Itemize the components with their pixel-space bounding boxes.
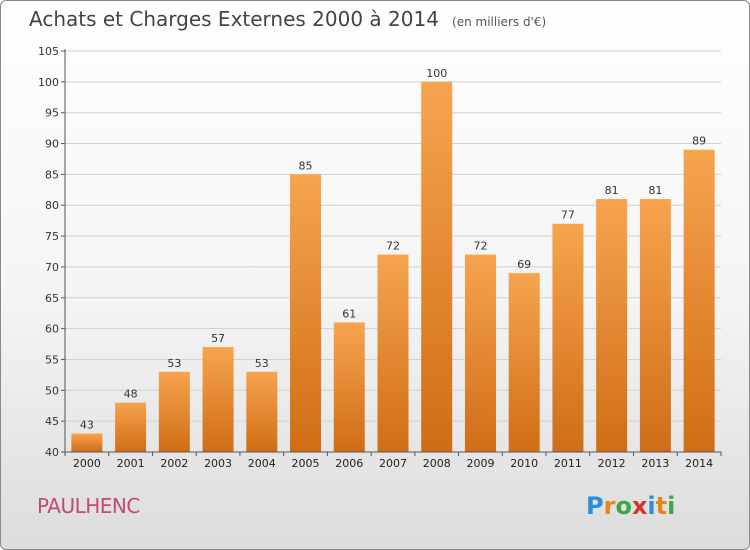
data-label-2003: 57 — [211, 332, 225, 345]
x-tick-label-2000: 2000 — [73, 457, 101, 470]
logo-letter: x — [631, 492, 648, 520]
logo-letter: i — [667, 492, 676, 520]
commune-name: PAULHENC — [37, 494, 140, 518]
x-tick-label-2002: 2002 — [160, 457, 188, 470]
x-tick-label-2014: 2014 — [685, 457, 713, 470]
x-tick-label-2004: 2004 — [248, 457, 276, 470]
x-tick-label-2011: 2011 — [554, 457, 582, 470]
bar-2005 — [290, 174, 322, 452]
data-label-2006: 61 — [342, 307, 356, 320]
data-label-2014: 89 — [692, 135, 706, 148]
y-tick-label: 95 — [45, 107, 59, 120]
bar-2012 — [596, 199, 628, 452]
bar-2011 — [552, 223, 584, 452]
x-tick-label-2009: 2009 — [466, 457, 494, 470]
title-row: Achats et Charges Externes 2000 à 2014 (… — [29, 7, 546, 31]
x-tick-label-2013: 2013 — [641, 457, 669, 470]
y-tick-label: 40 — [45, 446, 59, 459]
y-tick-label: 75 — [45, 230, 59, 243]
bar-2014 — [683, 149, 715, 452]
data-label-2008: 100 — [426, 67, 447, 80]
y-tick-label: 45 — [45, 415, 59, 428]
bar-2001 — [115, 402, 147, 452]
bar-2007 — [377, 254, 409, 452]
x-tick-label-2007: 2007 — [379, 457, 407, 470]
axes: 40 45 50 55 60 65 70 75 80 85 90 95 100 105 2000 2001 20… — [38, 45, 722, 470]
y-tick-label: 100 — [38, 76, 59, 89]
y-tick-label: 60 — [45, 323, 59, 336]
data-label-2009: 72 — [473, 240, 487, 253]
y-tick-label: 105 — [38, 45, 59, 58]
bar-2010 — [508, 273, 540, 452]
data-label-2005: 85 — [299, 159, 313, 172]
x-tick-label-2003: 2003 — [204, 457, 232, 470]
bar-2009 — [464, 254, 496, 452]
data-label-2013: 81 — [648, 184, 662, 197]
data-label-2004: 53 — [255, 357, 269, 370]
data-label-2010: 69 — [517, 258, 531, 271]
logo-letter: o — [615, 492, 632, 520]
data-label-2002: 53 — [167, 357, 181, 370]
data-label-2007: 72 — [386, 240, 400, 253]
y-tick-label: 65 — [45, 292, 59, 305]
bar-2000 — [71, 433, 103, 452]
bar-2002 — [158, 371, 190, 452]
logo-letter: r — [603, 492, 616, 520]
x-tick-label-2008: 2008 — [423, 457, 451, 470]
x-tick-label-2001: 2001 — [117, 457, 145, 470]
bars: 43 48 53 57 53 85 61 72 100 72 69 77 81 81 89 — [71, 67, 715, 452]
data-label-2011: 77 — [561, 209, 575, 222]
y-tick-label: 90 — [45, 138, 59, 151]
logo-letter: i — [647, 492, 656, 520]
x-tick-label-2006: 2006 — [335, 457, 363, 470]
y-tick-label: 70 — [45, 261, 59, 274]
logo-letter: P — [586, 492, 604, 520]
bar-2008 — [421, 81, 453, 452]
data-label-2012: 81 — [605, 184, 619, 197]
x-tick-label-2005: 2005 — [292, 457, 320, 470]
y-tick-label: 50 — [45, 384, 59, 397]
chart-unit: (en milliers d'€) — [452, 15, 547, 29]
x-tick-label-2010: 2010 — [510, 457, 538, 470]
y-tick-label: 85 — [45, 168, 59, 181]
x-tick-label-2012: 2012 — [598, 457, 626, 470]
bar-2004 — [246, 371, 278, 452]
bar-2003 — [202, 347, 234, 452]
logo-letter: t — [655, 492, 668, 520]
chart-title: Achats et Charges Externes 2000 à 2014 — [29, 7, 439, 31]
y-tick-label: 80 — [45, 199, 59, 212]
bar-2006 — [333, 322, 365, 452]
data-label-2001: 48 — [124, 388, 138, 401]
y-tick-label: 55 — [45, 353, 59, 366]
data-label-2000: 43 — [80, 418, 94, 431]
proxiti-logo[interactable]: Proxiti — [586, 492, 675, 520]
bar-2013 — [639, 199, 671, 452]
